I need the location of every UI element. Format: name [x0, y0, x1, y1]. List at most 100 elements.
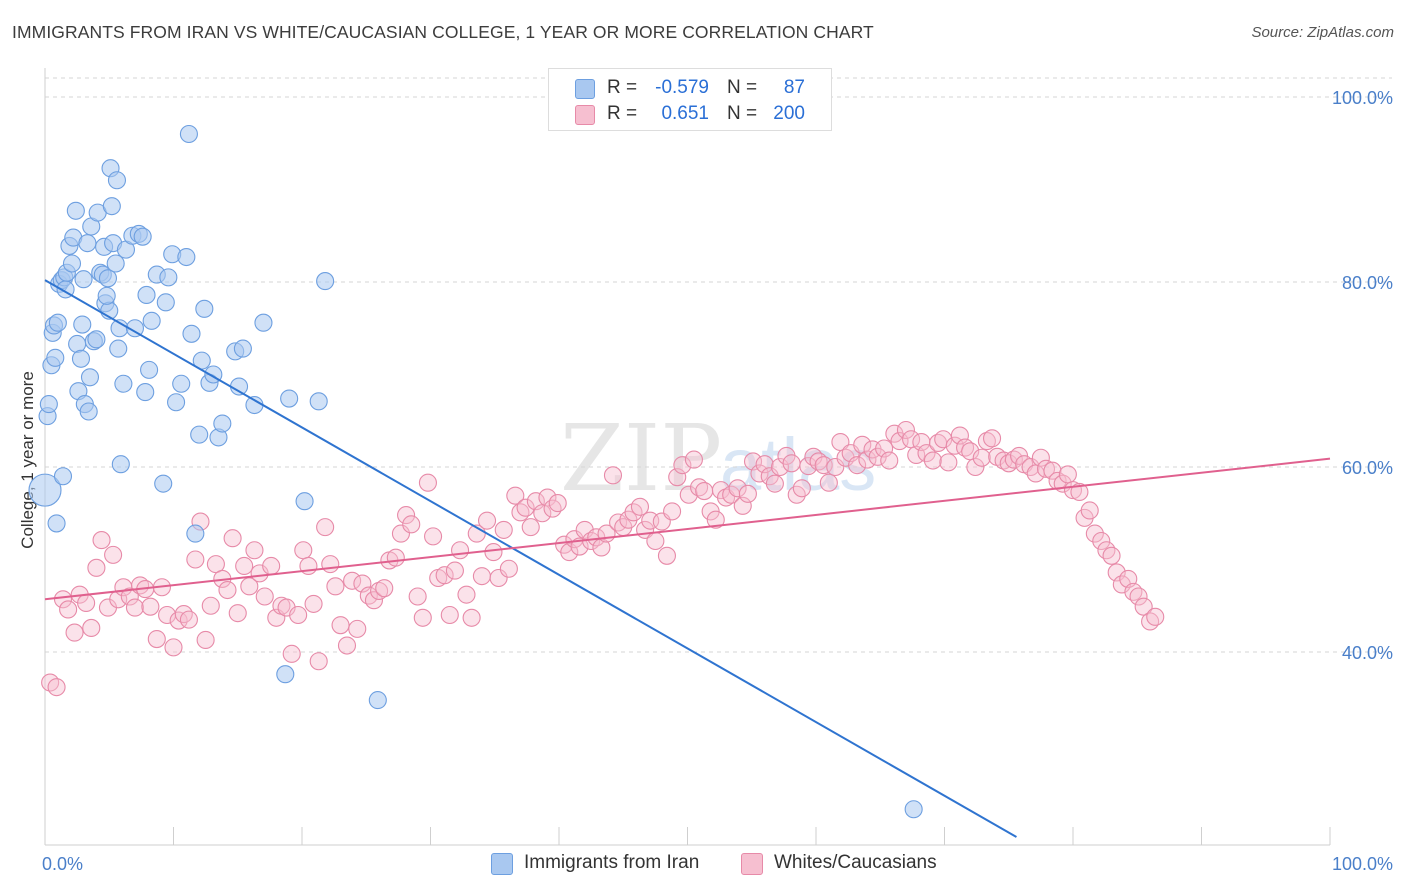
trend-line-whites [44, 457, 1331, 601]
chart-title: IMMIGRANTS FROM IRAN VS WHITE/CAUCASIAN … [12, 22, 874, 42]
data-point-whites [1092, 531, 1111, 551]
r-label: R = [607, 103, 638, 124]
data-point-iran [66, 201, 85, 220]
data-point-whites [770, 457, 790, 477]
data-point-whites [489, 568, 508, 588]
data-point-whites [321, 555, 340, 574]
data-point-iran [97, 286, 116, 305]
n-label: N = [727, 103, 758, 124]
data-point-iran [46, 348, 65, 367]
legend-row-white: R = 0.651 N = 200 [549, 103, 831, 127]
data-point-whites [82, 618, 101, 638]
data-point-whites [733, 496, 752, 515]
data-point-whites [245, 541, 264, 560]
data-point-iran [47, 514, 66, 533]
data-point-whites [174, 605, 193, 624]
data-point-whites [164, 638, 183, 657]
legend-swatch-pink [575, 105, 595, 125]
data-point-iran [62, 254, 82, 273]
data-point-whites [917, 444, 936, 463]
data-point-whites [435, 566, 454, 585]
data-point-whites [391, 524, 410, 543]
data-point-whites [728, 479, 747, 498]
data-point-iran [102, 197, 121, 216]
data-point-iran [368, 691, 387, 710]
data-point-iran [78, 234, 97, 253]
data-point-whites [657, 546, 676, 565]
data-point-whites [1097, 541, 1116, 560]
data-point-iran [48, 313, 67, 332]
trend-line-iran [44, 279, 1017, 838]
data-point-whites [223, 529, 242, 548]
data-point-iran [28, 473, 62, 507]
data-point-whites [477, 511, 497, 530]
data-point-whites [186, 550, 205, 569]
x-tick-label: 0.0% [42, 854, 83, 874]
data-point-whites [397, 506, 416, 525]
n-label: N = [727, 77, 758, 98]
data-point-iran [73, 315, 92, 334]
data-point-iran [125, 319, 144, 338]
data-point-whites [1080, 501, 1099, 520]
data-point-whites [402, 515, 421, 534]
data-point-whites [750, 464, 769, 483]
data-point-whites [695, 481, 714, 501]
data-point-whites [506, 486, 525, 505]
data-point-whites [304, 594, 323, 613]
data-point-whites [337, 636, 357, 655]
data-point-whites [826, 457, 845, 477]
data-point-iran [233, 339, 252, 358]
data-point-whites [424, 527, 443, 546]
data-point-iran [79, 402, 98, 421]
data-point-whites [792, 479, 811, 498]
data-point-iran [295, 492, 314, 511]
data-point-iran [179, 124, 198, 144]
data-point-iran [133, 227, 152, 246]
data-point-iran [136, 383, 155, 402]
data-point-whites [966, 457, 985, 477]
data-point-iran [156, 293, 175, 312]
data-point-iran [68, 334, 87, 354]
data-point-whites [364, 591, 384, 610]
data-point-whites [548, 494, 567, 513]
data-point-iran [87, 330, 106, 349]
data-point-iran [114, 374, 133, 393]
y-tick-label: 100.0% [1332, 88, 1393, 108]
data-point-whites [819, 473, 838, 492]
data-point-whites [370, 581, 389, 601]
data-point-iran [154, 474, 173, 493]
data-point-whites [289, 605, 308, 625]
data-point-whites [294, 541, 313, 560]
n-value: 200 [773, 103, 805, 124]
data-point-whites [147, 629, 166, 649]
data-point-iran [280, 389, 299, 408]
data-point-whites [1107, 563, 1126, 582]
data-point-iran [276, 665, 295, 684]
data-point-whites [457, 585, 476, 604]
data-point-whites [196, 630, 215, 650]
series-legend: Immigrants from Iran Whites/Caucasians [0, 850, 1406, 880]
data-point-whites [408, 587, 427, 606]
data-point-iran [309, 392, 328, 411]
data-point-whites [939, 453, 958, 472]
data-point-whites [440, 605, 459, 625]
data-point-whites [521, 518, 540, 537]
data-point-iran [177, 247, 196, 267]
data-point-whites [858, 450, 877, 469]
data-point-whites [603, 466, 623, 485]
data-point-whites [799, 457, 818, 476]
data-point-iran [111, 455, 130, 474]
data-point-whites [1058, 465, 1077, 484]
data-point-whites [47, 678, 66, 697]
data-point-whites [218, 580, 237, 600]
data-point-whites [896, 420, 916, 440]
y-tick-label: 40.0% [1342, 643, 1393, 663]
data-point-whites [262, 556, 281, 576]
data-point-whites [494, 520, 513, 539]
data-point-whites [738, 484, 757, 503]
data-point-iran [182, 324, 201, 343]
data-point-whites [92, 531, 111, 550]
data-point-whites [875, 439, 894, 458]
data-point-iran [195, 299, 214, 318]
data-point-whites [972, 448, 991, 467]
